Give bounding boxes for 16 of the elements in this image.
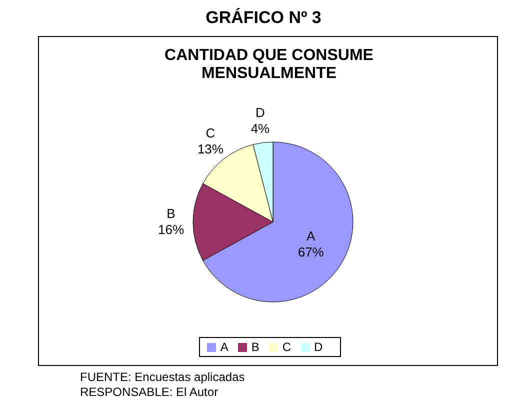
slice-label: A [306, 228, 316, 244]
legend-label: C [282, 340, 292, 354]
source-note: FUENTE: Encuestas aplicadas [80, 370, 245, 385]
data-label: 13% [197, 141, 224, 156]
legend-label: D [314, 340, 323, 354]
data-label: 16% [158, 222, 184, 237]
data-label: 4% [250, 120, 270, 136]
text: RESPONSABLE: El Autor [80, 385, 220, 400]
slice-label: B [166, 206, 176, 221]
chart-title: GRÁFICO Nº 3 [204, 8, 322, 29]
legend-label: B [251, 340, 260, 354]
data-label: 67% [298, 244, 324, 260]
slice-label: D [256, 104, 265, 120]
legend-label: A [220, 340, 228, 354]
slice-label: C [206, 125, 216, 140]
chart-subtitle: CANTIDAD QUE CONSUME MENSUALMENTE [164, 47, 374, 83]
